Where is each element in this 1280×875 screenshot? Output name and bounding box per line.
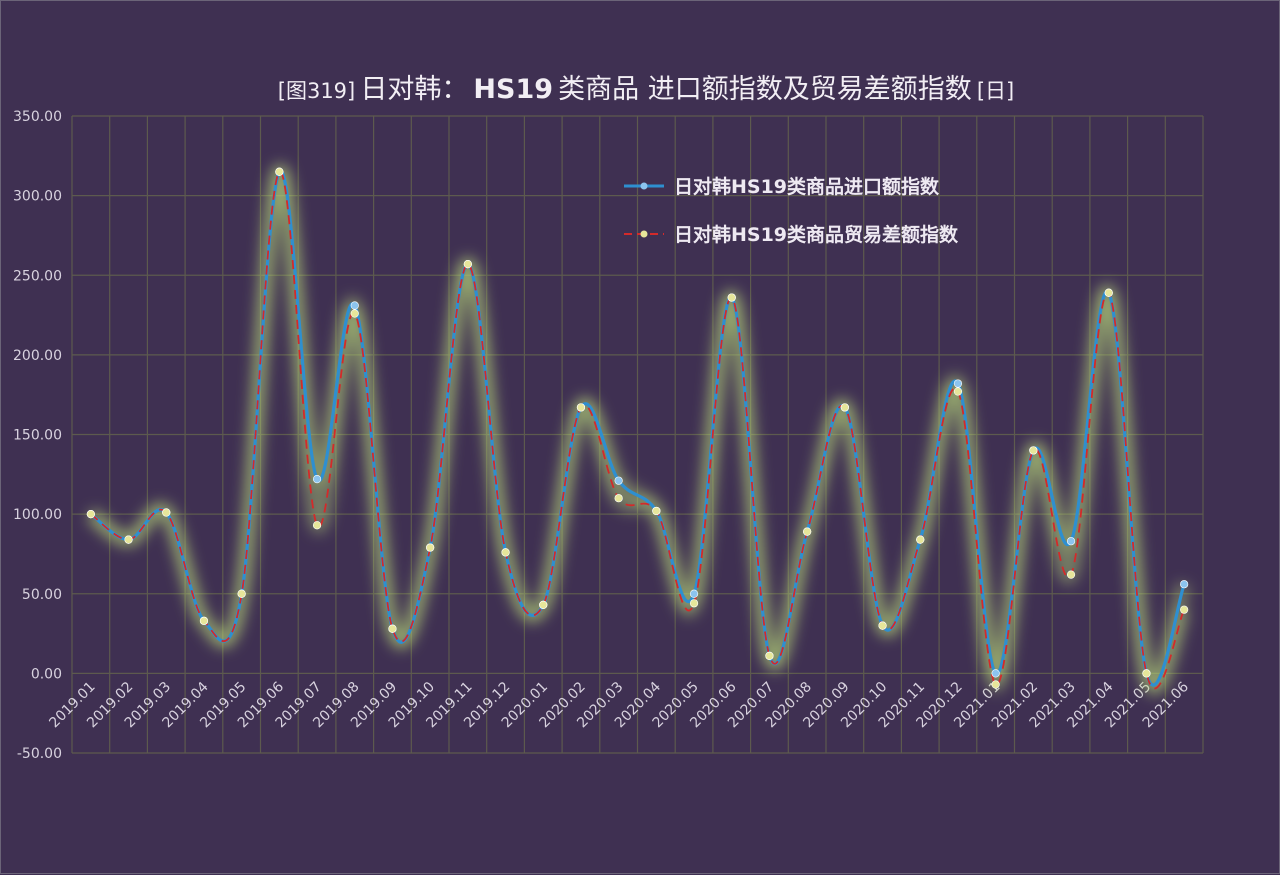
grid-lines	[71, 115, 1204, 754]
y-tick-label: -50.00	[17, 746, 62, 762]
balance-data-point	[1029, 446, 1038, 455]
y-tick-label: 250.00	[13, 268, 62, 284]
balance-data-point	[388, 624, 397, 633]
y-tick-label: 50.00	[22, 587, 62, 603]
balance-data-point	[86, 510, 95, 519]
balance-data-point	[576, 403, 586, 412]
import-data-point	[953, 379, 963, 388]
balance-data-point	[312, 521, 322, 530]
balance-data-point	[1104, 288, 1113, 297]
balance-data-point	[237, 589, 246, 598]
balance-data-point	[1180, 605, 1189, 614]
balance-data-point	[652, 506, 661, 516]
legend-marker-import	[640, 182, 648, 190]
legend-label-balance: 日对韩HS19类商品贸易差额指数	[674, 223, 959, 246]
title-bold: HS19	[473, 74, 553, 105]
balance-data-point	[350, 309, 359, 318]
x-axis: 2019.012019.022019.032019.042019.052019.…	[46, 679, 1192, 731]
legend: 日对韩HS19类商品进口额指数 日对韩HS19类商品贸易差额指数	[624, 175, 959, 246]
import-data-point	[614, 476, 623, 485]
series-lines	[89, 169, 1186, 690]
balance-data-point	[916, 535, 925, 544]
y-tick-label: 350.00	[13, 109, 62, 125]
import-data-point	[1066, 537, 1076, 546]
balance-data-point	[727, 293, 736, 302]
balance-data-point	[426, 543, 435, 552]
balance-data-point	[765, 651, 774, 660]
import-data-point	[689, 589, 699, 598]
title-rest: 类商品 进口额指数及贸易差额指数	[558, 74, 972, 105]
balance-data-point	[803, 527, 812, 536]
y-tick-label: 200.00	[13, 348, 62, 364]
balance-data-point	[275, 167, 284, 176]
import-data-point	[1180, 580, 1189, 589]
series-markers	[86, 167, 1189, 689]
series-line-balance	[90, 170, 1186, 690]
balance-data-point	[199, 616, 209, 625]
title-prefix: [图319]	[278, 79, 355, 103]
balance-data-point	[124, 535, 133, 544]
balance-data-point	[1142, 669, 1151, 678]
balance-data-point	[162, 508, 171, 517]
y-tick-label: 300.00	[13, 189, 62, 205]
title-suffix: [日]	[977, 79, 1014, 103]
y-axis: 350.00 300.00 250.00 200.00 150.00 100.00 50.0…	[13, 109, 62, 762]
balance-data-point	[501, 548, 510, 557]
y-tick-label: 0.00	[31, 666, 62, 682]
balance-data-point	[1066, 570, 1076, 579]
balance-data-point	[689, 599, 699, 608]
balance-data-point	[463, 260, 472, 269]
balance-data-point	[953, 387, 963, 396]
y-tick-label: 150.00	[13, 428, 62, 444]
balance-data-point	[878, 621, 887, 630]
legend-marker-balance	[640, 230, 648, 238]
legend-label-import: 日对韩HS19类商品进口额指数	[674, 175, 940, 198]
import-data-point	[312, 474, 322, 484]
balance-data-point	[539, 600, 548, 609]
title-main: 日对韩：	[360, 74, 468, 105]
balance-data-point	[614, 494, 623, 503]
balance-data-point	[991, 680, 1000, 689]
chart-title: [图319] 日对韩： HS19 类商品 进口额指数及贸易差额指数 [日]	[278, 74, 1014, 105]
y-tick-label: 100.00	[13, 507, 62, 523]
balance-data-point	[840, 403, 849, 412]
import-data-point	[991, 669, 1000, 678]
import-data-point	[350, 301, 359, 310]
